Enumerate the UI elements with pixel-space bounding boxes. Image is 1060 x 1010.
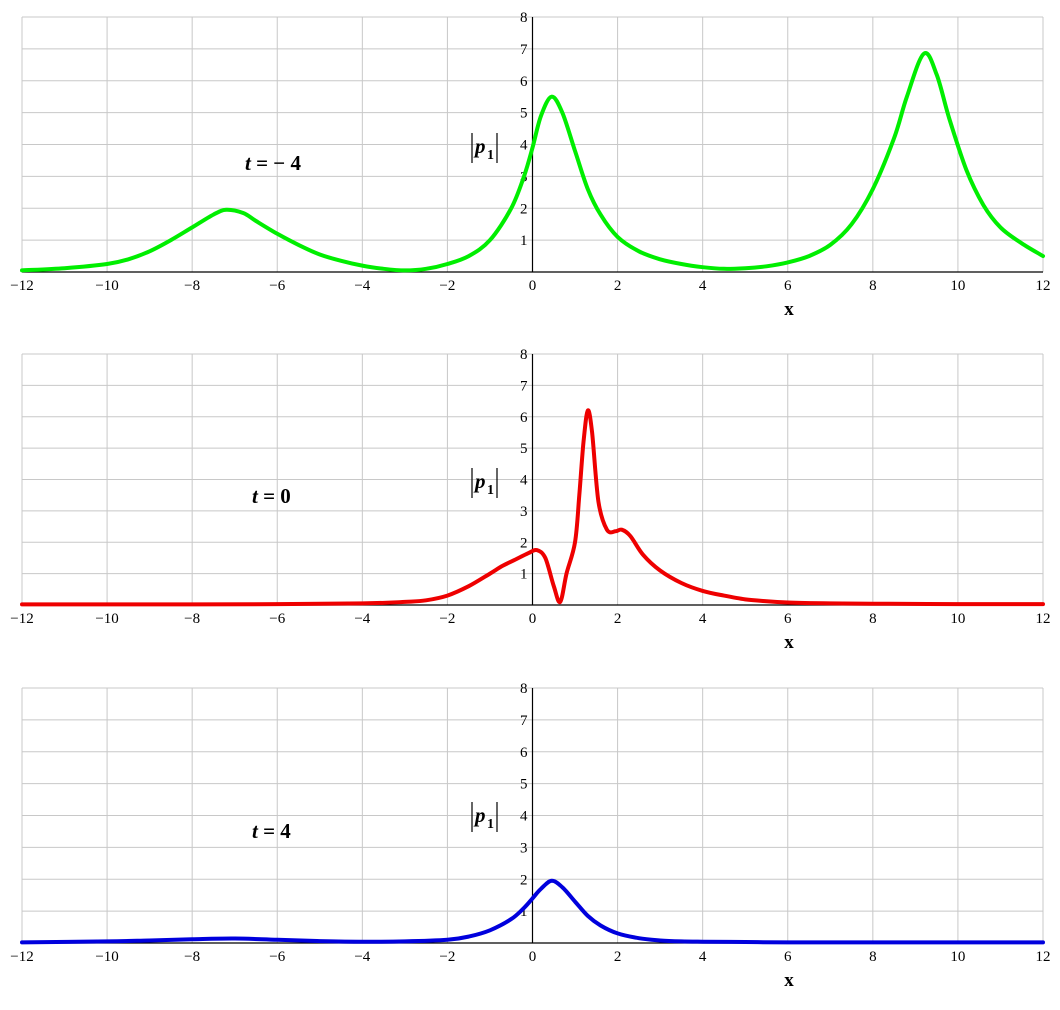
x-tick-label: −6 — [269, 949, 285, 965]
x-tick-label: −10 — [95, 611, 118, 627]
y-label-subscript: 1 — [487, 483, 494, 498]
x-tick-label: 0 — [529, 949, 537, 965]
x-tick-label: 8 — [869, 611, 877, 627]
y-label-base: p — [473, 803, 486, 827]
x-axis-title: x — [784, 299, 794, 320]
x-tick-label: −2 — [439, 278, 455, 294]
x-tick-label: −12 — [10, 278, 33, 294]
x-tick-label: 12 — [1036, 611, 1051, 627]
y-label-subscript: 1 — [487, 148, 494, 163]
x-tick-label: −10 — [95, 949, 118, 965]
time-var: t — [245, 151, 252, 175]
time-eq: = − 4 — [251, 151, 302, 175]
y-tick-label: 8 — [520, 10, 528, 26]
x-tick-label: 4 — [699, 611, 707, 627]
time-annotation: t = 0 — [252, 484, 291, 508]
y-tick-label: 1 — [520, 567, 528, 583]
time-eq: = 4 — [258, 819, 291, 843]
y-tick-label: 7 — [520, 713, 528, 729]
y-tick-label: 5 — [520, 441, 528, 457]
x-tick-label: 6 — [784, 278, 792, 294]
x-tick-label: −12 — [10, 611, 33, 627]
x-tick-label: 6 — [784, 611, 792, 627]
y-tick-label: 6 — [520, 410, 528, 426]
y-tick-label: 1 — [520, 904, 528, 920]
x-tick-label: 4 — [699, 278, 707, 294]
x-tick-label: −6 — [269, 611, 285, 627]
series-line-3-1 — [20, 878, 1045, 945]
series-line-2-1 — [20, 408, 1045, 607]
y-tick-label: 4 — [520, 473, 528, 489]
x-tick-label: −4 — [354, 611, 370, 627]
y-tick-label: 2 — [520, 872, 528, 888]
x-tick-label: 12 — [1036, 949, 1051, 965]
x-tick-label: 2 — [614, 611, 622, 627]
y-tick-label: 7 — [520, 42, 528, 58]
x-tick-label: 0 — [529, 278, 537, 294]
x-tick-label: 6 — [784, 949, 792, 965]
y-tick-label: 2 — [520, 535, 528, 551]
y-tick-label: 7 — [520, 378, 528, 394]
x-tick-label: −8 — [184, 278, 200, 294]
x-axis-title: x — [784, 970, 794, 991]
y-label-base: p — [473, 469, 486, 493]
x-tick-label: 2 — [614, 278, 622, 294]
x-axis-title: x — [784, 632, 794, 653]
y-tick-label: 1 — [520, 233, 528, 249]
time-var: t — [252, 484, 259, 508]
y-label-base: p — [473, 134, 486, 158]
time-annotation: t = − 4 — [245, 151, 302, 175]
x-tick-label: −8 — [184, 949, 200, 965]
x-tick-label: 10 — [950, 278, 965, 294]
x-tick-label: 8 — [869, 949, 877, 965]
time-annotation: t = 4 — [252, 819, 291, 843]
y-tick-label: 5 — [520, 106, 528, 122]
x-tick-label: 2 — [614, 949, 622, 965]
y-tick-label: 8 — [520, 347, 528, 363]
x-tick-label: 8 — [869, 278, 877, 294]
x-tick-label: −10 — [95, 278, 118, 294]
x-tick-label: −4 — [354, 949, 370, 965]
y-tick-label: 6 — [520, 74, 528, 90]
y-tick-label: 4 — [520, 138, 528, 154]
x-tick-label: −8 — [184, 611, 200, 627]
y-tick-label: 5 — [520, 777, 528, 793]
series-line-1-1 — [20, 51, 1045, 273]
x-tick-label: −12 — [10, 949, 33, 965]
y-tick-label: 6 — [520, 745, 528, 761]
y-tick-label: 3 — [520, 840, 528, 856]
time-var: t — [252, 819, 259, 843]
x-tick-label: 0 — [529, 611, 537, 627]
x-tick-label: 10 — [950, 949, 965, 965]
x-tick-label: −2 — [439, 611, 455, 627]
x-tick-label: 12 — [1036, 278, 1051, 294]
x-tick-label: −2 — [439, 949, 455, 965]
y-tick-label: 3 — [520, 504, 528, 520]
x-tick-label: 10 — [950, 611, 965, 627]
time-eq: = 0 — [258, 484, 291, 508]
x-tick-label: 4 — [699, 949, 707, 965]
x-tick-label: −6 — [269, 278, 285, 294]
y-label-subscript: 1 — [487, 817, 494, 832]
y-tick-label: 2 — [520, 201, 528, 217]
y-tick-label: 4 — [520, 809, 528, 825]
x-tick-label: −4 — [354, 278, 370, 294]
y-tick-label: 8 — [520, 681, 528, 697]
